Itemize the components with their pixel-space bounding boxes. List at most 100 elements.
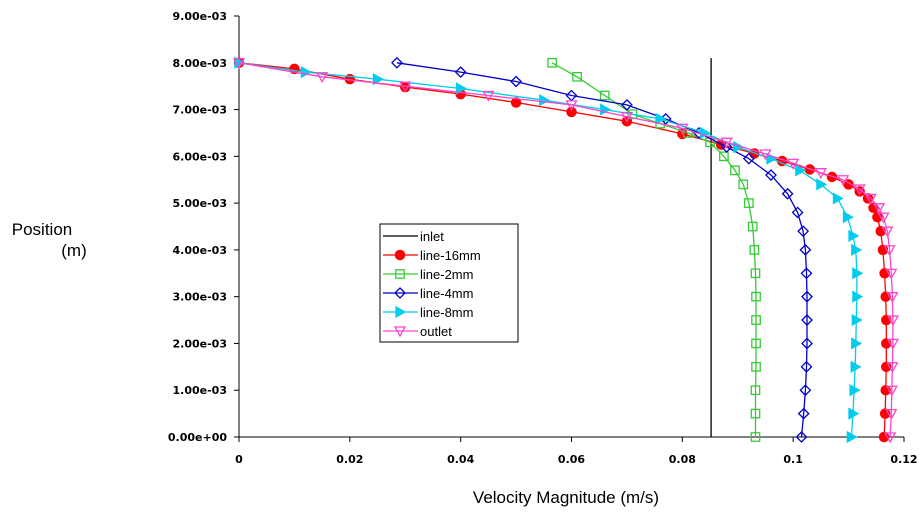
data-point-line-2mm [750,432,761,442]
x-tick-label: 0.04 [447,453,474,466]
data-point-outlet [885,385,898,397]
x-tick-label: 0.1 [783,453,803,466]
data-point-line-4mm [391,56,403,69]
data-point-outlet [886,315,900,327]
data-point-line-8mm [300,66,312,79]
y-axis-title-line2: (m) [61,241,86,260]
data-point-line-2mm [547,57,557,68]
y-tick-label: 4.00e-03 [173,244,227,257]
series-line-outlet [238,62,894,438]
data-point-line-4mm [765,169,777,181]
data-point-line-8mm [851,243,863,256]
legend-marker-line-4mm [394,287,406,299]
y-tick-label: 6.00e-03 [173,150,227,163]
series-line-2mm [547,57,761,442]
legend-label: line-2mm [420,267,473,282]
legend-marker-line-2mm [395,269,405,279]
data-point-outlet [877,212,890,224]
data-point-line-4mm [795,431,808,443]
legend-label: line-4mm [420,286,473,301]
data-point-line-4mm [800,267,813,280]
data-point-outlet [232,58,246,70]
series-line-line-2mm [551,62,757,437]
data-point-line-4mm [797,407,810,420]
data-point-line-8mm [372,73,384,86]
x-axis-title: Velocity Magnitude (m/s) [473,488,659,507]
data-point-line-8mm [795,164,807,177]
data-point-outlet [836,175,850,187]
legend-marker-line-8mm [395,305,407,319]
data-point-line-2mm [599,90,610,101]
data-point-line-2mm [730,165,740,176]
data-point-line-4mm [791,206,804,219]
data-point-outlet [316,72,329,84]
data-point-line-8mm [852,290,864,303]
series-line-16mm [233,57,892,443]
data-point-line-16mm [826,171,838,183]
data-point-line-4mm [510,75,523,88]
data-point-outlet [884,432,897,444]
data-point-line-8mm [848,229,860,242]
series-layer [232,56,900,444]
legend-box [379,223,519,343]
data-point-line-4mm [801,337,813,350]
data-point-line-2mm [750,268,761,279]
data-point-outlet [676,123,689,135]
x-tick-label: 0.02 [336,453,363,466]
data-point-line-8mm [846,430,858,444]
data-point-line-4mm [720,141,733,153]
data-point-line-2mm [747,221,758,232]
data-point-outlet [886,292,899,304]
series-outlet [232,58,900,444]
axes: 0 0.02 0.04 0.06 0.08 0.1 0.12 0.00e+00 1.00e-03… [168,10,918,466]
data-point-line-8mm [851,337,863,350]
data-point-line-2mm [750,385,761,396]
data-point-line-2mm [738,179,749,190]
legend-label: line-16mm [420,248,481,263]
legend-marker-line-16mm [394,249,406,261]
data-point-line-2mm [572,71,582,82]
data-point-outlet [885,408,898,420]
data-point-line-2mm [751,291,761,302]
data-point-line-2mm [751,315,761,325]
data-point-outlet [620,111,634,123]
series-line-4mm [391,56,813,443]
legend-entry: line-8mm [383,305,473,320]
data-point-line-8mm [539,94,551,107]
data-point-line-8mm [850,360,862,373]
data-point-line-2mm [743,198,754,208]
y-tick-label: 8.00e-03 [173,57,227,70]
data-point-line-2mm [719,151,729,162]
data-point-line-2mm [751,361,761,372]
series-line-line-8mm [238,62,858,438]
data-point-line-4mm [797,225,810,238]
data-point-line-16mm [566,106,577,118]
data-point-line-4mm [801,290,813,303]
legend-entry: line-2mm [383,267,473,282]
y-tick-label: 7.00e-03 [173,104,227,117]
y-axis-title-line1: Position [12,220,72,239]
data-point-outlet [787,158,800,170]
data-point-outlet [881,226,894,238]
legend: inlet line-16mm line-2mm line-4mm line-8mm ou… [379,223,519,343]
series-line-8mm [234,56,864,444]
y-tick-label: 9.00e-03 [173,10,227,23]
y-tick-label: 2.00e-03 [173,337,227,350]
data-point-line-8mm [849,384,861,397]
data-point-outlet [814,168,827,180]
data-point-line-4mm [800,360,813,373]
legend-entry: line-16mm [383,248,481,263]
data-point-line-4mm [799,243,812,256]
y-tick-label: 3.00e-03 [173,291,227,304]
y-tick-label: 1.00e-03 [173,384,227,397]
data-point-line-4mm [742,152,755,165]
data-point-line-4mm [620,98,633,111]
legend-entry: inlet [383,229,444,244]
data-point-line-8mm [655,112,667,126]
data-point-outlet [853,184,866,196]
data-point-line-2mm [751,338,761,349]
legend-label: outlet [420,324,452,339]
data-point-line-4mm [801,314,813,326]
data-point-outlet [886,338,900,350]
